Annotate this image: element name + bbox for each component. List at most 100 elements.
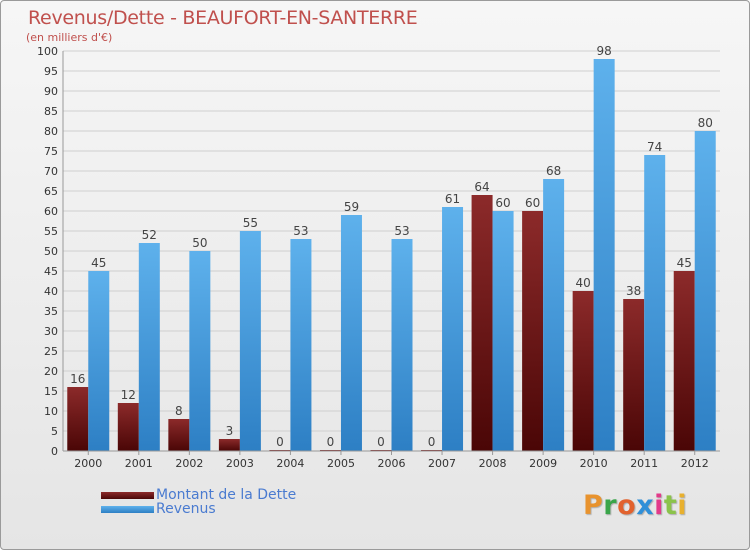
y-tick-label: 85 — [44, 105, 58, 118]
bar-dette — [572, 291, 594, 451]
chart-subtitle: (en milliers d'€) — [26, 31, 113, 44]
logo-letter: i — [654, 490, 664, 521]
y-tick-label: 70 — [44, 165, 58, 178]
proxiti-logo: Proxiti — [583, 490, 687, 521]
y-tick-label: 60 — [44, 205, 58, 218]
x-tick-label: 2011 — [630, 457, 658, 470]
x-tick-label: 2005 — [327, 457, 355, 470]
bar-dette — [522, 211, 544, 451]
x-tick-label: 2002 — [175, 457, 203, 470]
bar-revenus — [694, 131, 716, 451]
data-label-revenus: 53 — [293, 224, 308, 238]
bar-revenus — [644, 155, 666, 451]
bar-revenus — [290, 239, 312, 451]
y-tick-label: 95 — [44, 65, 58, 78]
bar-dette — [471, 195, 493, 451]
data-label-dette: 0 — [327, 435, 335, 449]
x-tick-label: 2007 — [428, 457, 456, 470]
bar-revenus — [593, 59, 615, 451]
bar-dette — [623, 299, 645, 451]
bar-revenus — [239, 231, 261, 451]
axis-layer: 0510152025303540455055606570758085909510… — [37, 45, 720, 470]
data-label-dette: 64 — [474, 180, 489, 194]
data-label-revenus: 59 — [344, 200, 359, 214]
data-label-dette: 12 — [121, 388, 136, 402]
bar-dette — [218, 439, 240, 451]
data-label-dette: 0 — [276, 435, 284, 449]
logo-letter: t — [663, 490, 678, 521]
bar-dette — [168, 419, 190, 451]
y-tick-label: 40 — [44, 285, 58, 298]
chart-title: Revenus/Dette - BEAUFORT-EN-SANTERRE — [28, 7, 418, 29]
y-tick-label: 20 — [44, 365, 58, 378]
data-label-revenus: 68 — [546, 164, 561, 178]
y-tick-label: 35 — [44, 305, 58, 318]
y-tick-label: 65 — [44, 185, 58, 198]
x-tick-label: 2012 — [681, 457, 709, 470]
bar-revenus — [88, 271, 110, 451]
y-tick-label: 5 — [51, 425, 58, 438]
logo-letter: o — [617, 490, 637, 521]
legend-label-dette: Montant de la Dette — [156, 487, 297, 503]
y-tick-label: 0 — [51, 445, 58, 458]
y-tick-label: 50 — [44, 245, 58, 258]
data-label-dette: 38 — [626, 284, 641, 298]
labels-layer: 16 45 12 52 8 50 3 55 0 53 0 59 0 53 0 61 64 60 60 68 40 98 38… — [70, 44, 713, 449]
y-tick-label: 15 — [44, 385, 58, 398]
x-tick-label: 2004 — [276, 457, 304, 470]
y-tick-label: 75 — [44, 145, 58, 158]
data-label-revenus: 55 — [243, 216, 258, 230]
logo-letter: i — [677, 490, 688, 521]
x-tick-label: 2000 — [74, 457, 102, 470]
bar-dette — [673, 271, 695, 451]
x-tick-label: 2008 — [479, 457, 507, 470]
bar-dette — [67, 387, 89, 451]
y-tick-label: 30 — [44, 325, 58, 338]
x-tick-label: 2006 — [378, 457, 406, 470]
x-tick-label: 2009 — [529, 457, 557, 470]
bar-revenus — [189, 251, 211, 451]
bar-revenus — [492, 211, 514, 451]
bar-revenus — [442, 207, 464, 451]
data-label-revenus: 80 — [698, 116, 713, 130]
y-tick-label: 100 — [37, 45, 58, 58]
data-label-revenus: 50 — [192, 236, 207, 250]
data-label-revenus: 74 — [647, 140, 662, 154]
data-label-dette: 40 — [576, 276, 591, 290]
y-tick-label: 90 — [44, 85, 58, 98]
bar-revenus — [340, 215, 362, 451]
bar-dette — [117, 403, 139, 451]
data-label-revenus: 45 — [91, 256, 106, 270]
legend-swatch-dette — [101, 492, 154, 499]
legend-label-revenus: Revenus — [156, 501, 216, 517]
data-label-dette: 3 — [226, 424, 234, 438]
y-tick-label: 80 — [44, 125, 58, 138]
data-label-revenus: 52 — [142, 228, 157, 242]
data-label-dette: 0 — [377, 435, 385, 449]
bar-revenus — [543, 179, 565, 451]
y-tick-label: 55 — [44, 225, 58, 238]
logo-letter: r — [603, 490, 618, 521]
data-label-revenus: 53 — [394, 224, 409, 238]
bars-layer — [67, 59, 716, 451]
data-label-revenus: 98 — [597, 44, 612, 58]
x-tick-label: 2001 — [125, 457, 153, 470]
bar-revenus — [138, 243, 160, 451]
x-tick-label: 2010 — [580, 457, 608, 470]
data-label-revenus: 60 — [495, 196, 510, 210]
y-tick-label: 45 — [44, 265, 58, 278]
data-label-revenus: 61 — [445, 192, 460, 206]
x-tick-label: 2003 — [226, 457, 254, 470]
logo-letter: P — [583, 490, 604, 521]
data-label-dette: 8 — [175, 404, 183, 418]
data-label-dette: 16 — [70, 372, 85, 386]
data-label-dette: 60 — [525, 196, 540, 210]
logo-letter: x — [636, 490, 655, 521]
y-tick-label: 10 — [44, 405, 58, 418]
data-label-dette: 0 — [428, 435, 436, 449]
data-label-dette: 45 — [677, 256, 692, 270]
bar-revenus — [391, 239, 413, 451]
legend-swatch-revenus — [101, 506, 154, 513]
